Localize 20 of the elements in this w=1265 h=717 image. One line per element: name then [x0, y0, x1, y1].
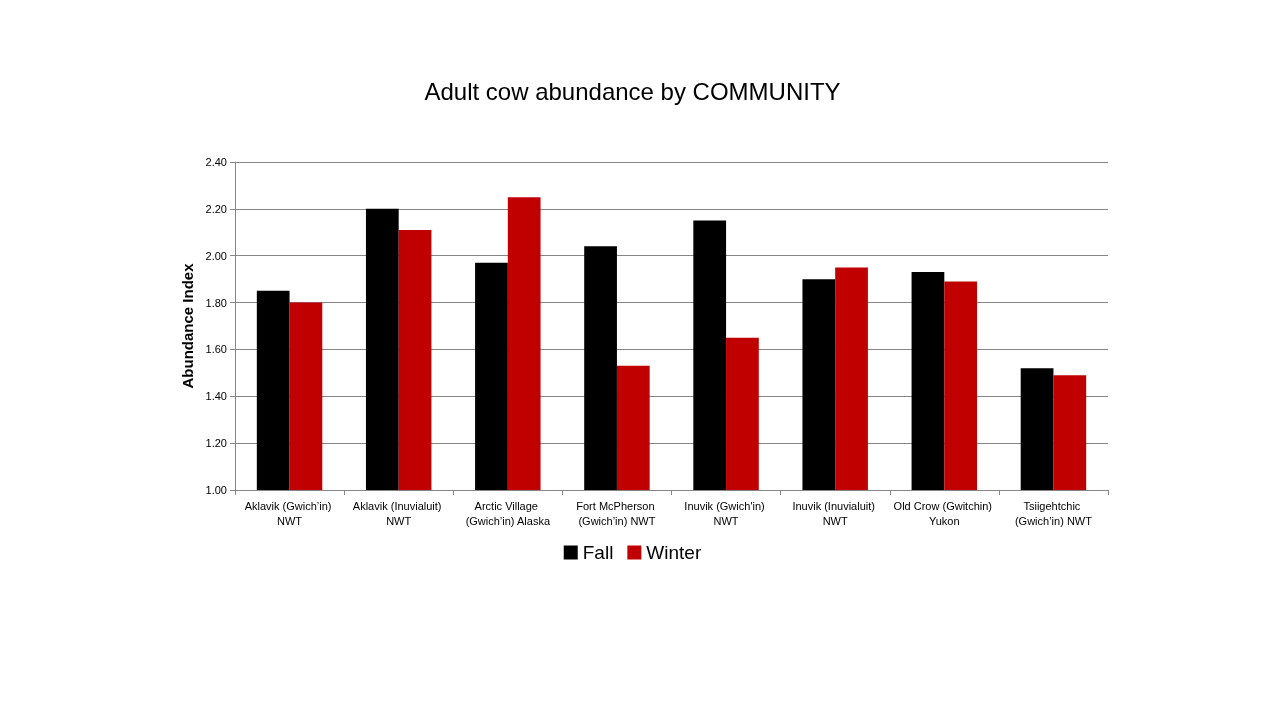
y-tick-label: 1.00 [205, 484, 227, 496]
y-tick-label: 2.40 [205, 156, 227, 168]
y-axis-title: Abundance Index [178, 262, 196, 389]
x-tick-label: Inuvik (Inuvialuit) NWT [792, 499, 878, 527]
x-tick-label: Aklavik (Gwich’in) NWT [244, 499, 335, 527]
x-tick-label: Old Crow (Gwitchin) Yukon [893, 499, 996, 527]
chart-title: Adult cow abundance by COMMUNITY [424, 77, 841, 105]
x-tick-label: Arctic Village (Gwich’in) Alaska [465, 499, 551, 527]
legend-label: Fall [582, 542, 614, 563]
x-tick-label: Fort McPherson (Gwich’in) NWT [576, 499, 658, 527]
x-tick-label: Inuvik (Gwich'in) NWT [684, 499, 768, 527]
y-tick-label: 1.60 [205, 343, 227, 356]
y-tick-label: 1.20 [205, 437, 227, 450]
x-tick-label: Tsiigehtchic (Gwich’in) NWT [1014, 499, 1093, 527]
legend-label: Winter [646, 542, 702, 563]
y-tick-label: 2.20 [205, 202, 227, 215]
y-tick-label: 1.80 [205, 296, 227, 309]
y-tick-label: 2.00 [205, 249, 227, 262]
x-tick-label: Aklavik (Inuvialuit) NWT [352, 499, 445, 527]
y-tick-label: 1.40 [205, 390, 227, 403]
